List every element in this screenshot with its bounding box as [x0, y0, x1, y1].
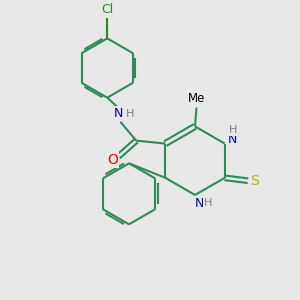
- Text: N: N: [228, 133, 238, 146]
- Text: H: H: [204, 198, 212, 208]
- Text: O: O: [107, 152, 118, 167]
- Text: S: S: [250, 174, 259, 188]
- Text: N: N: [114, 107, 124, 120]
- Text: H: H: [126, 109, 135, 118]
- Text: N: N: [195, 196, 204, 210]
- Text: H: H: [229, 125, 237, 136]
- Text: Cl: Cl: [101, 3, 113, 16]
- Text: Me: Me: [188, 92, 206, 105]
